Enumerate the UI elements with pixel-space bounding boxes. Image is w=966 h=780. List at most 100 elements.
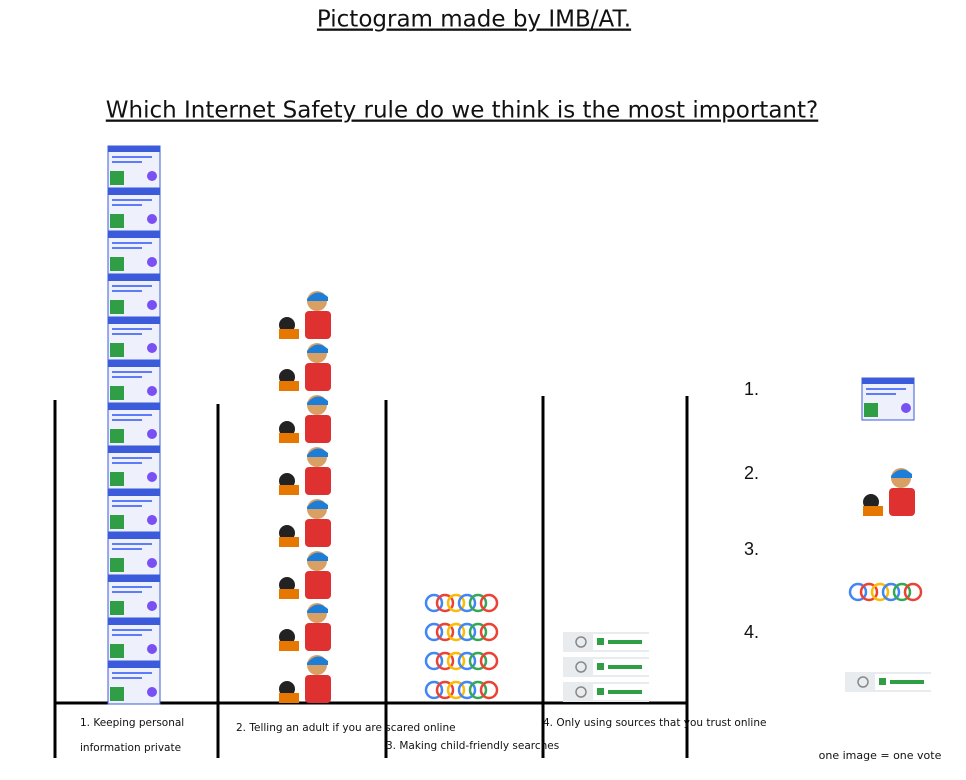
- pictogram-icon: [563, 632, 649, 652]
- icon-header: [108, 619, 160, 625]
- icon-turban: [307, 656, 328, 665]
- pictogram-icon: [107, 360, 161, 404]
- icon-body: [305, 311, 331, 339]
- legend-label: 1.: [744, 379, 759, 399]
- icon-header: [108, 361, 160, 367]
- legend-label: 4.: [744, 622, 759, 642]
- key-note: one image = one vote: [819, 749, 942, 762]
- icon-lock: [110, 171, 124, 185]
- icon-header: [108, 189, 160, 195]
- icon-letter: [468, 651, 488, 671]
- icon-header: [108, 146, 160, 152]
- icon-header: [108, 404, 160, 410]
- icon-line: [112, 328, 152, 330]
- icon-letter: [457, 680, 477, 700]
- icon-user: [147, 601, 157, 611]
- icon-body: [305, 571, 331, 599]
- icon-header: [108, 490, 160, 496]
- icon-line: [112, 677, 142, 679]
- category-label: 4. Only using sources that you trust onl…: [543, 717, 766, 729]
- pictogram-icon: [107, 489, 161, 533]
- icon-line: [112, 161, 142, 163]
- icon-lock: [597, 638, 604, 645]
- icon-letter: [446, 622, 466, 642]
- icon-header: [108, 533, 160, 539]
- icon-lock: [110, 343, 124, 357]
- icon-user: [147, 171, 157, 181]
- icon-line: [112, 285, 152, 287]
- icon-body: [305, 519, 331, 547]
- icon-letter: [848, 582, 868, 602]
- icon-line: [112, 204, 142, 206]
- legend-icon: [861, 377, 915, 421]
- icon-line: [866, 393, 896, 395]
- icon-child-body: [279, 693, 299, 703]
- icon-header: [108, 662, 160, 668]
- icon-header: [108, 232, 160, 238]
- icon-lock: [110, 601, 124, 615]
- icon-line: [112, 505, 142, 507]
- icon-letter: [457, 622, 477, 642]
- icon-line: [112, 242, 152, 244]
- icon-user: [147, 300, 157, 310]
- icon-letter: [435, 651, 455, 671]
- icon-lock: [110, 472, 124, 486]
- icon-turban: [307, 448, 328, 457]
- icon-lock: [110, 300, 124, 314]
- icon-line: [112, 672, 152, 674]
- icon-letter: [468, 680, 488, 700]
- legend-icon: [848, 582, 923, 602]
- icon-turban: [307, 344, 328, 353]
- icon-body: [889, 488, 915, 516]
- category-label: 1. Keeping personal information private: [80, 717, 184, 754]
- icon-letter: [446, 593, 466, 613]
- icon-line: [112, 548, 142, 550]
- icon-letter: [446, 680, 466, 700]
- icon-lock: [110, 515, 124, 529]
- icon-turban: [307, 396, 328, 405]
- icon-child-body: [279, 381, 299, 391]
- pictogram-icon: [279, 551, 331, 599]
- icon-letter: [468, 593, 488, 613]
- icon-letter: [479, 622, 499, 642]
- icon-header: [108, 447, 160, 453]
- icon-letter: [435, 593, 455, 613]
- pictogram-icon: [279, 655, 331, 703]
- pictogram-icon: [424, 593, 499, 613]
- icon-letter: [870, 582, 890, 602]
- chart-title: Pictogram made by IMB/AT.: [317, 7, 631, 33]
- icon-child-body: [279, 537, 299, 547]
- label-line: 1. Keeping personal: [80, 717, 184, 729]
- icon-line: [112, 290, 142, 292]
- pictogram-icon: [279, 447, 331, 495]
- icon-user: [147, 558, 157, 568]
- icon-line: [112, 629, 152, 631]
- icon-letter: [859, 582, 879, 602]
- icon-lock: [110, 214, 124, 228]
- legend-icon: [845, 672, 931, 692]
- icon-line: [112, 634, 142, 636]
- icon-turban: [307, 292, 328, 301]
- pictogram-icon: [107, 274, 161, 318]
- pictogram-icon: [279, 343, 331, 391]
- pictogram-icon: [424, 680, 499, 700]
- icon-lock: [879, 678, 886, 685]
- icon-user: [147, 644, 157, 654]
- icon-child-body: [279, 641, 299, 651]
- icon-line: [112, 419, 142, 421]
- pictogram-icon: [424, 651, 499, 671]
- icon-line: [112, 462, 142, 464]
- icon-line: [112, 247, 142, 249]
- icon-lock: [110, 644, 124, 658]
- icon-letter: [479, 593, 499, 613]
- icon-letter: [892, 582, 912, 602]
- pictogram-icon: [279, 395, 331, 443]
- icon-child-body: [279, 433, 299, 443]
- icon-child-body: [279, 589, 299, 599]
- icon-lock: [110, 386, 124, 400]
- icon-lock: [597, 688, 604, 695]
- icon-url: [608, 690, 642, 694]
- icon-line: [112, 500, 152, 502]
- icon-reload: [575, 686, 587, 698]
